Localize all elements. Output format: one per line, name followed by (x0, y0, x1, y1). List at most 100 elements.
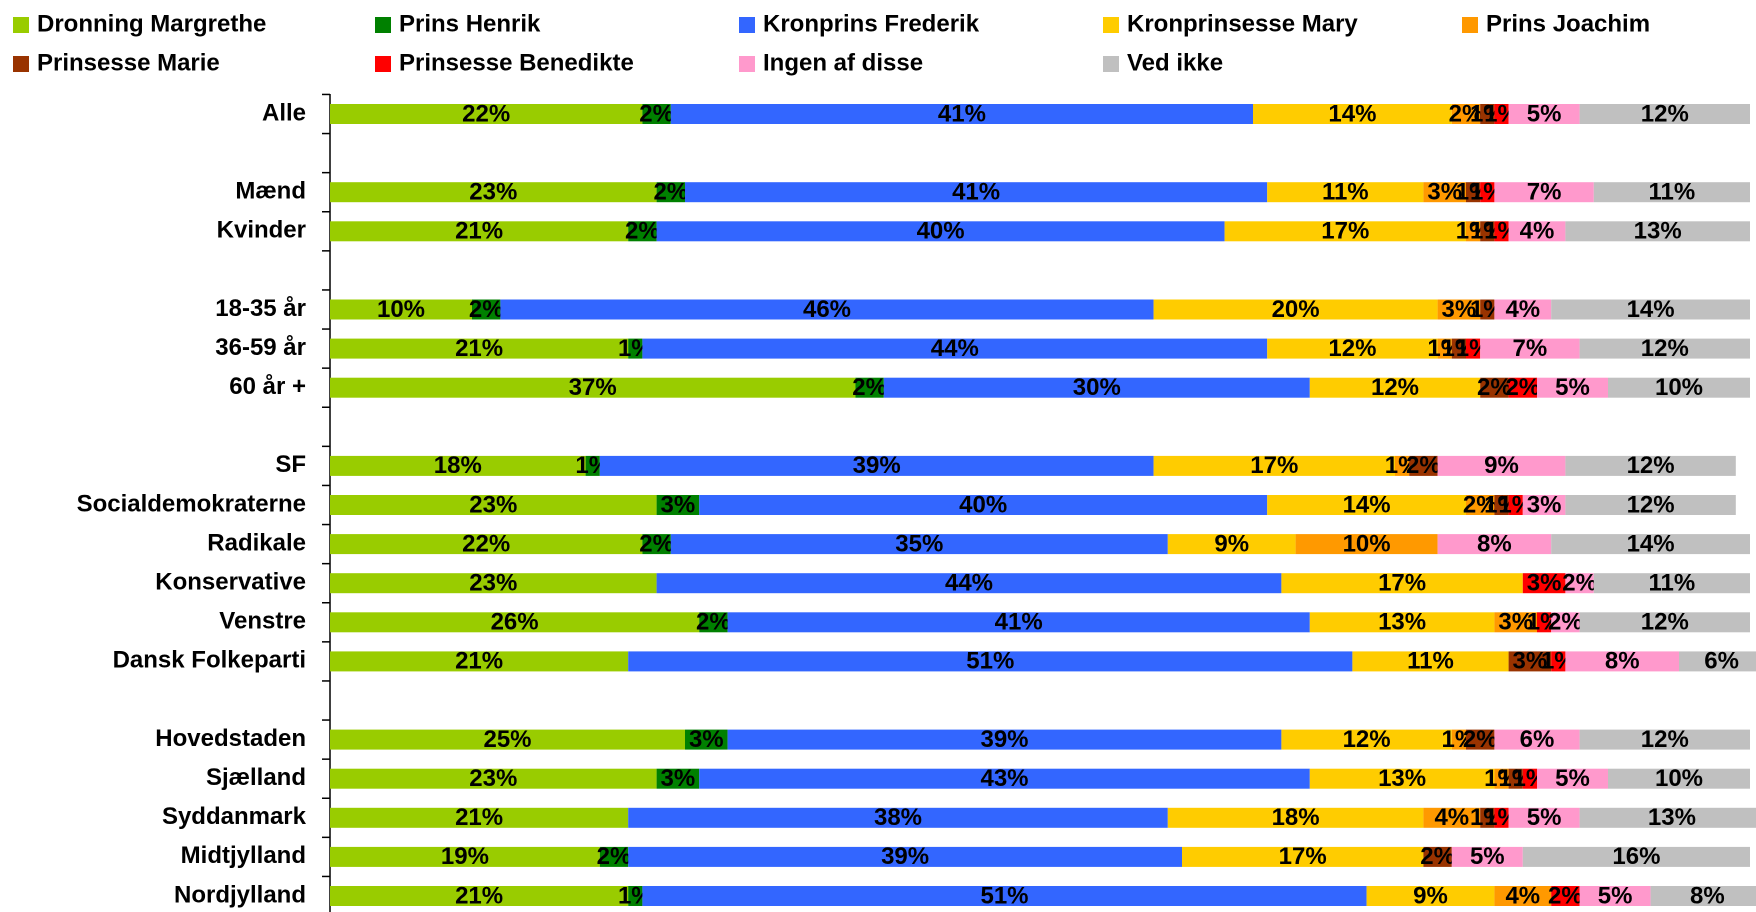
data-label: 14% (1343, 491, 1391, 518)
bar-segment (685, 182, 1268, 203)
data-label: 10% (1343, 530, 1391, 557)
bar-segment (1466, 495, 1495, 515)
data-label: 2% (639, 530, 674, 557)
bar-segment (330, 534, 643, 555)
bar-segment (1437, 299, 1481, 320)
bar-segment (1451, 338, 1466, 359)
data-label: 19% (441, 843, 489, 870)
legend-swatch (1103, 56, 1119, 72)
bar-segment (1579, 104, 1750, 124)
data-label: 18% (434, 452, 482, 479)
bar-segment (599, 846, 629, 867)
bar-segment (1253, 104, 1452, 124)
bar-segment (1153, 299, 1438, 320)
bar-segment (1167, 807, 1424, 828)
data-label: 40% (917, 218, 965, 245)
bar-segment (1309, 768, 1495, 789)
bar-segment (1551, 534, 1750, 555)
bar-segment (1480, 338, 1580, 359)
bar-segment (1522, 768, 1537, 789)
bar-segment (855, 377, 884, 398)
legend-label: Dronning Margrethe (37, 10, 266, 37)
data-label: 2% (469, 296, 504, 323)
bar-segment (1551, 886, 1580, 906)
bar-segment (1451, 104, 1481, 124)
data-label: 23% (469, 491, 517, 518)
bar-segment (1565, 495, 1736, 515)
bar-segment (1522, 846, 1750, 867)
data-label: 30% (1073, 374, 1121, 401)
bar-segment (1437, 534, 1552, 555)
data-label: 44% (931, 335, 979, 362)
bar-segment (1409, 455, 1438, 476)
data-label: 10% (1655, 765, 1703, 792)
data-label: 26% (491, 609, 539, 636)
bar-segment (1551, 612, 1580, 633)
data-label: 21% (455, 218, 503, 245)
data-label: 12% (1641, 726, 1689, 753)
data-label: 40% (959, 491, 1007, 518)
bar-segment (656, 182, 685, 203)
y-tick-label: 60 år + (229, 373, 306, 400)
bar-segment (1480, 807, 1495, 828)
legend: Dronning Margrethe Prins Henrik Kronprins … (13, 10, 1650, 76)
y-tick-label: Radikale (207, 529, 306, 556)
bar-segment (1608, 768, 1750, 789)
legend-label: Prinsesse Marie (37, 49, 220, 76)
bar-segment (1182, 846, 1424, 867)
data-label: 2% (1548, 882, 1583, 909)
data-label: 3% (1527, 491, 1562, 518)
bar-segment (1551, 651, 1566, 672)
data-label: 12% (1641, 335, 1689, 362)
data-label: 2% (1406, 452, 1441, 479)
bar-segment (1608, 377, 1750, 398)
legend-label: Prins Henrik (399, 10, 541, 37)
data-label: 5% (1527, 100, 1562, 127)
bar-segment (685, 729, 728, 750)
bar-segment (883, 377, 1310, 398)
bar-segment (1565, 221, 1750, 242)
data-label: 38% (874, 804, 922, 831)
plot-area: 22% 2% 41% 14% 2%1%1% 5% 12%23% 2% 41% 11% 3%1%1% 7… (330, 100, 1756, 909)
data-label: 14% (1328, 100, 1376, 127)
y-tick-label: Nordjylland (174, 881, 306, 908)
legend-swatch (739, 17, 755, 33)
bar-segment (1494, 221, 1509, 242)
bar-segment (330, 651, 629, 672)
data-label: 7% (1513, 335, 1548, 362)
y-tick-label: Midtjylland (181, 842, 306, 869)
data-label: 39% (980, 726, 1028, 753)
data-label: 3% (689, 726, 724, 753)
bar-segment (1537, 377, 1608, 398)
y-tick-label: Kvinder (217, 217, 306, 244)
bar-segment (1466, 729, 1495, 750)
bar-segment (330, 612, 700, 633)
data-label: 44% (945, 570, 993, 597)
data-label: 21% (455, 648, 503, 675)
bar-segment (1522, 495, 1566, 515)
data-label: 2% (1463, 491, 1498, 518)
data-label: 4% (1520, 218, 1555, 245)
bar-segment (1537, 768, 1608, 789)
bar-segment (1508, 651, 1552, 672)
bar-segment (330, 886, 629, 906)
data-label: 2% (852, 374, 887, 401)
data-label: 5% (1598, 882, 1633, 909)
data-label: 39% (881, 843, 929, 870)
bar-segment (1167, 534, 1296, 555)
data-label: 23% (469, 570, 517, 597)
bar-segment (1494, 495, 1509, 515)
data-label: 3% (1427, 179, 1462, 206)
bar-segment (330, 338, 629, 359)
legend-swatch (13, 56, 29, 72)
bar-segment (1579, 612, 1750, 633)
y-tick-label: Syddanmark (162, 803, 307, 830)
bar-segment (1267, 182, 1424, 203)
legend-swatch (375, 56, 391, 72)
bar-segment (642, 886, 1367, 906)
bar-segment (1508, 104, 1580, 124)
data-label: 9% (1214, 530, 1249, 557)
bar-segment (628, 338, 643, 359)
data-label: 2% (625, 218, 660, 245)
data-label: 8% (1605, 648, 1640, 675)
